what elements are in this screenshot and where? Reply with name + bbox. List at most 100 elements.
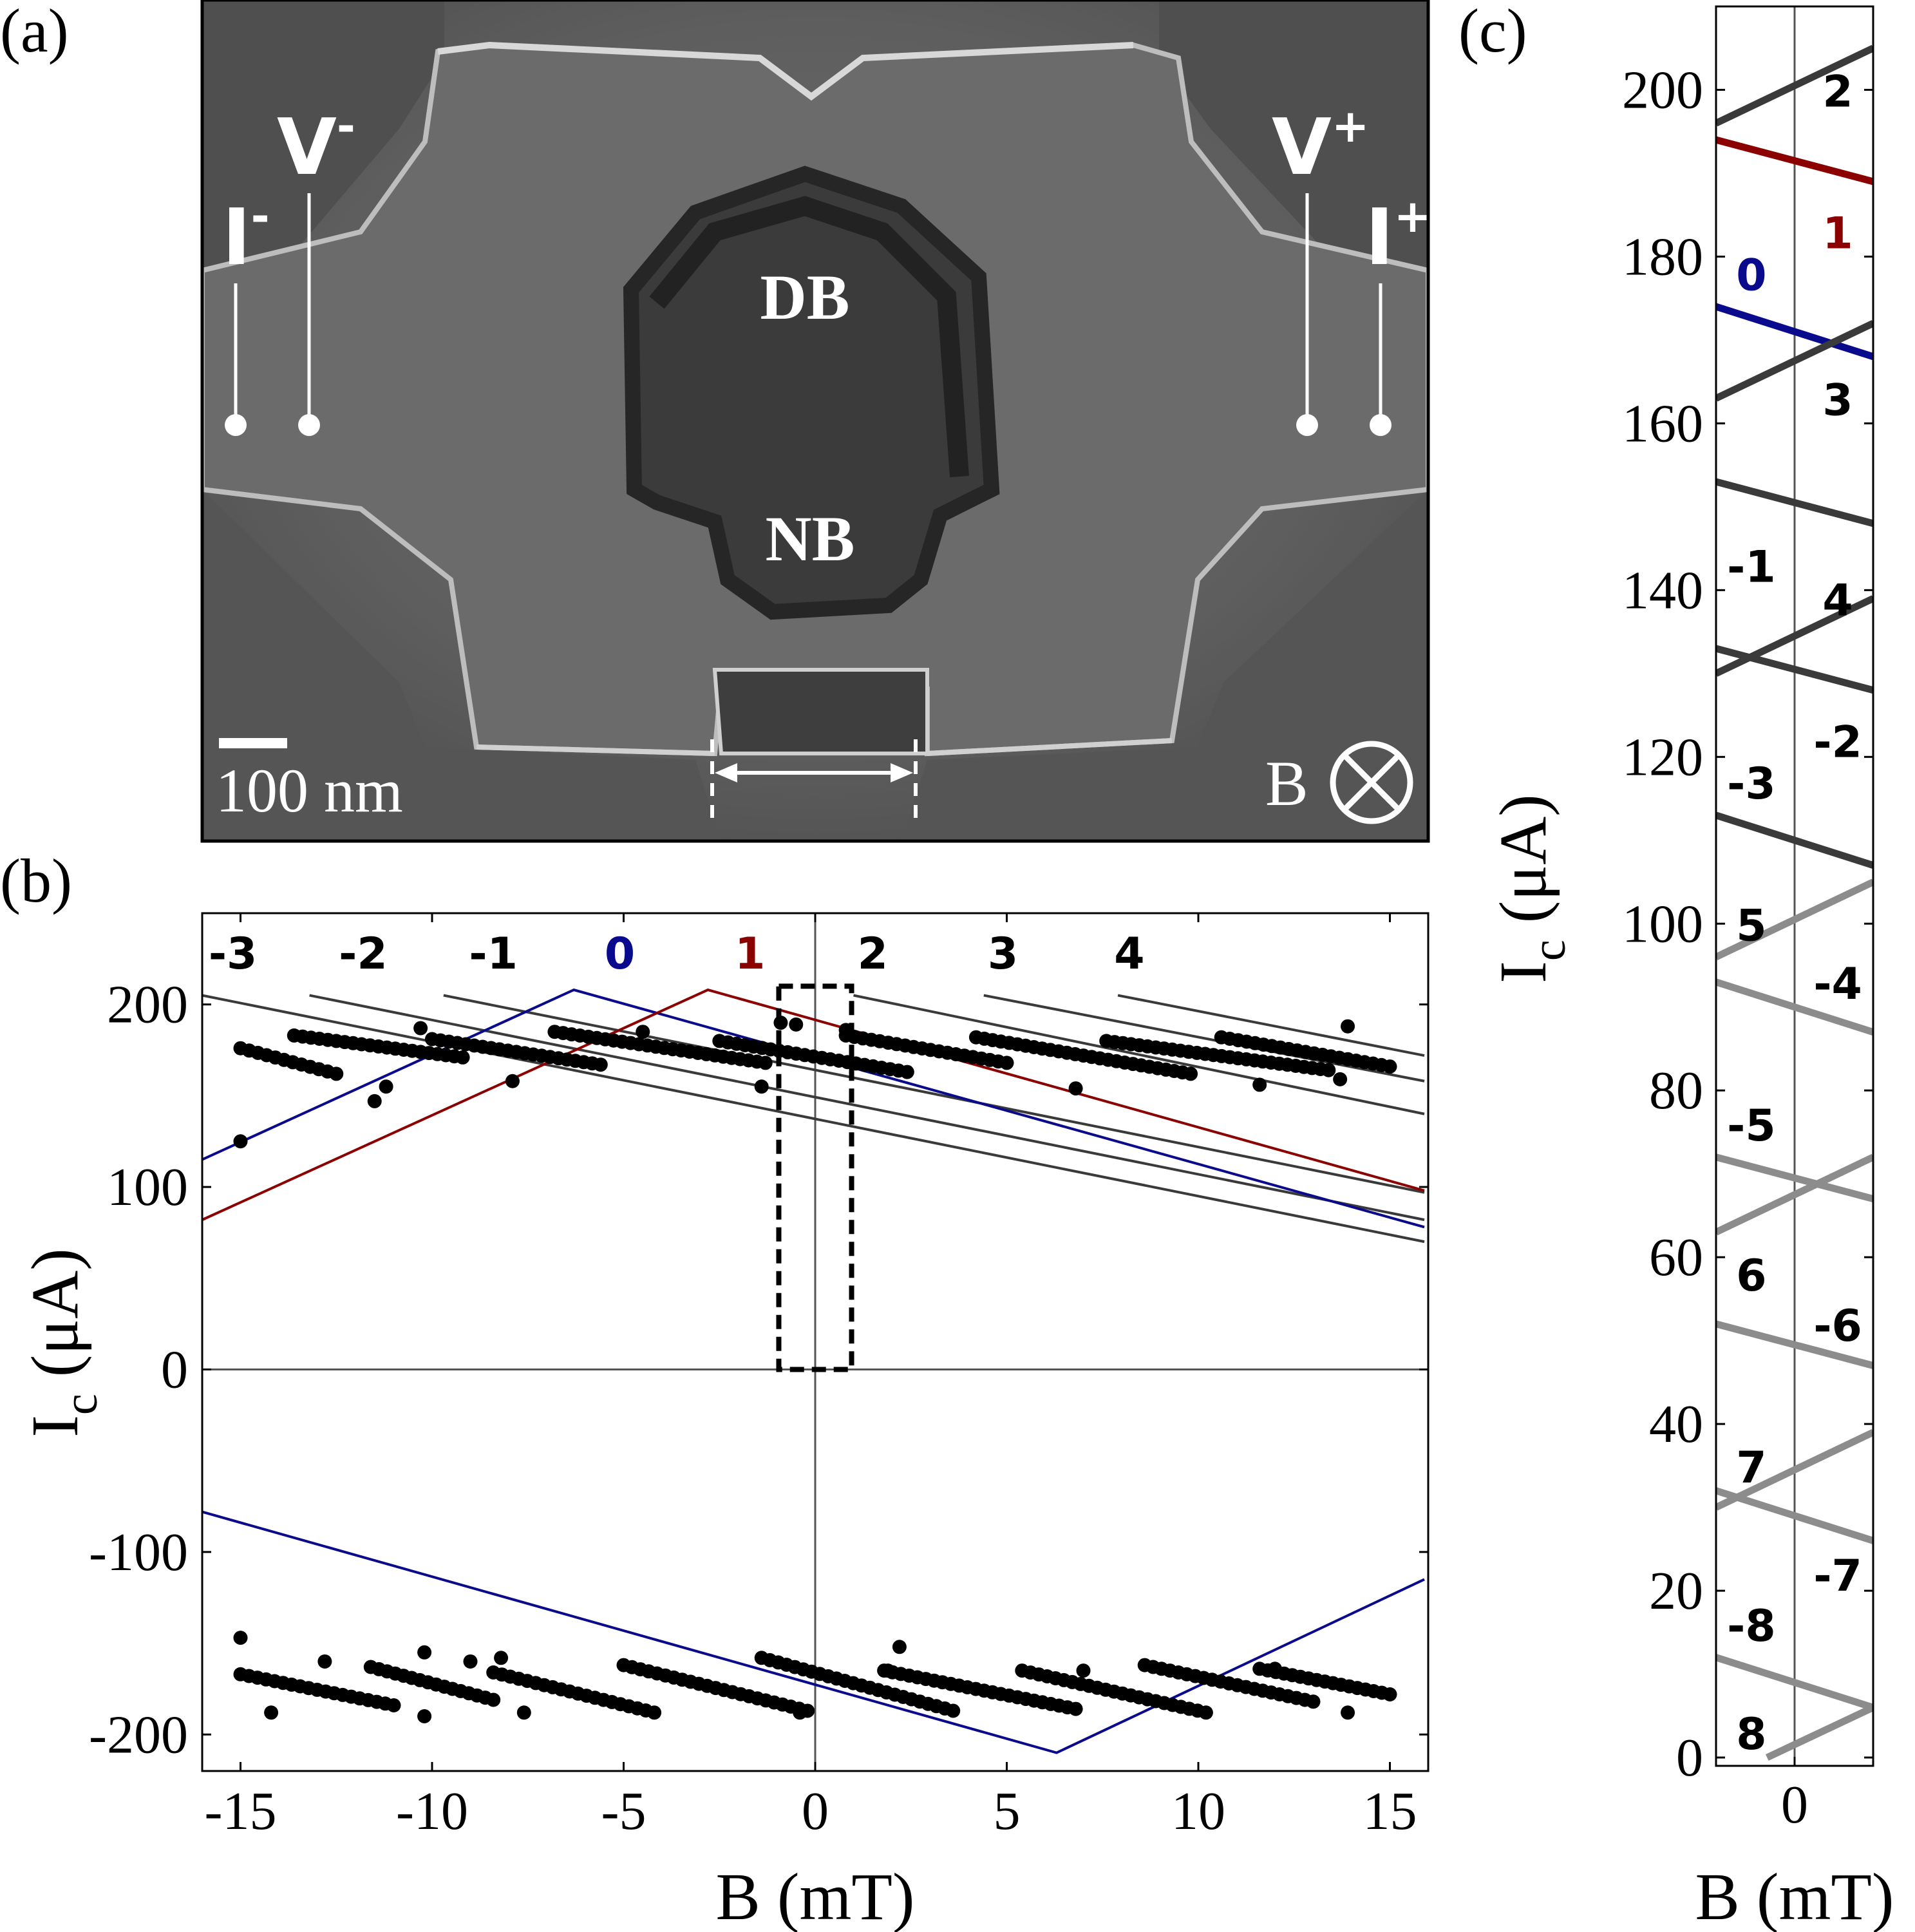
fit-line-branch-2-5 <box>853 994 1425 1115</box>
branch-label--2: -2 <box>339 929 388 980</box>
data-point-negative <box>946 1703 961 1718</box>
data-point-positive <box>233 1134 248 1149</box>
branch-label-4: 4 <box>1822 575 1853 626</box>
data-point-positive <box>379 1079 393 1094</box>
fit-line-branch--1-2 <box>443 994 1425 1194</box>
scale-bar <box>219 738 287 748</box>
branch-label-1: 1 <box>735 929 765 980</box>
data-point-negative <box>1306 1694 1321 1709</box>
data-point-negative <box>1076 1663 1091 1678</box>
data-point-negative <box>486 1692 501 1707</box>
branch-line-7 <box>1716 1429 1873 1511</box>
y-tick-label: 80 <box>1649 1061 1703 1121</box>
panel-c-label: (c) <box>1458 0 1527 65</box>
y-tick-label: 200 <box>107 975 188 1035</box>
x-tick-label: 0 <box>802 1781 829 1841</box>
y-tick-label: 200 <box>1622 60 1703 120</box>
data-point-positive <box>1184 1066 1198 1081</box>
panel-b-y-axis-label: Ic (μA) <box>18 1248 108 1437</box>
branch-line--2 <box>1716 645 1873 694</box>
branch-label-8: 8 <box>1736 1709 1766 1760</box>
zoom-region-box <box>776 983 854 1372</box>
data-point-positive <box>900 1065 914 1079</box>
branch-label-2: 2 <box>1822 66 1853 117</box>
scale-bar-label: 100 nm <box>216 756 403 825</box>
data-point-positive <box>593 1057 608 1072</box>
fit-line-branch-3-6 <box>983 994 1425 1083</box>
branch-line--4 <box>1716 978 1873 1036</box>
data-point-positive <box>1341 1019 1355 1034</box>
branch-line-8 <box>1765 1704 1873 1761</box>
data-point-negative <box>1268 1662 1282 1676</box>
branch-label--4: -4 <box>1813 959 1862 1010</box>
branch-line-4 <box>1716 595 1873 677</box>
branch-line--8 <box>1716 1654 1873 1711</box>
data-point-negative <box>881 1663 896 1678</box>
data-point-negative <box>1068 1701 1083 1716</box>
probe-wires <box>234 193 1382 425</box>
x-tick-label: 15 <box>1363 1781 1417 1841</box>
y-tick-label: 120 <box>1622 727 1703 787</box>
data-point-positive <box>455 1050 470 1065</box>
i-minus-label: I- <box>222 190 270 283</box>
panel-b-x-axis-label: B (mT) <box>715 1860 914 1932</box>
branch-label-0: 0 <box>1736 250 1766 301</box>
branch-line--5 <box>1716 1153 1873 1202</box>
data-point-negative <box>1382 1687 1397 1701</box>
data-point-negative <box>317 1654 332 1669</box>
panel-a: (a) <box>0 0 1430 843</box>
panel-b: (b) -3 -2 -1 0 1 2 3 4 -15 -10 -5 0 5 10 152001000-10… <box>0 846 1429 1932</box>
data-point-negative <box>1341 1705 1355 1720</box>
terminal-i-plus-icon <box>1370 414 1391 436</box>
data-point-negative <box>417 1645 432 1660</box>
branch-label--1: -1 <box>1727 542 1776 593</box>
branch-label-1: 1 <box>1822 209 1853 260</box>
branch-line-6 <box>1716 1153 1873 1236</box>
panel-b-frame <box>201 912 1429 1772</box>
y-tick-label: 20 <box>1649 1561 1703 1621</box>
fit-line-branch--2-1 <box>309 994 1425 1222</box>
data-point-positive <box>636 1025 650 1039</box>
y-tick-label: -100 <box>89 1522 188 1582</box>
v-plus-label: V+ <box>1272 100 1370 193</box>
branch-line-1 <box>1716 136 1873 185</box>
data-point-positive <box>329 1066 344 1081</box>
fit-line-branch-4-7 <box>1117 994 1425 1057</box>
branch-line--3 <box>1716 811 1873 869</box>
panel-c-plot-area: 2 1 0 3 -1 4 -2 -3 5 -4 -5 6 -6 7 -7 -8 8 <box>1716 6 1873 1766</box>
data-point-negative <box>233 1631 248 1645</box>
branch-label-3: 3 <box>1822 375 1853 426</box>
branch-line-0 <box>1716 303 1873 361</box>
y-tick-label: 160 <box>1622 393 1703 453</box>
branch-label--6: -6 <box>1813 1301 1862 1352</box>
data-point-negative <box>463 1654 478 1669</box>
circle-cross-icon <box>1330 741 1413 824</box>
y-tick-label: 60 <box>1649 1227 1703 1287</box>
branch-label-5: 5 <box>1736 900 1766 951</box>
data-point-positive <box>505 1074 520 1088</box>
branch-label--2: -2 <box>1813 717 1862 768</box>
x-tick-label: 0 <box>1781 1775 1808 1835</box>
branch-label--1: -1 <box>469 929 518 980</box>
y-tick-label: 180 <box>1622 227 1703 287</box>
y-tick-label: 140 <box>1622 560 1703 620</box>
db-label: DB <box>760 261 850 333</box>
data-point-negative <box>516 1705 531 1720</box>
fit-line-branch-1-4 <box>202 988 1425 1221</box>
branch-label-6: 6 <box>1736 1251 1766 1302</box>
width-arrow <box>710 739 918 818</box>
data-point-positive <box>999 1056 1014 1070</box>
branch-label--7: -7 <box>1813 1551 1862 1602</box>
data-point-positive <box>1252 1077 1267 1092</box>
branch-label-7: 7 <box>1736 1443 1766 1493</box>
y-tick-label: 0 <box>1676 1728 1703 1788</box>
data-point-negative <box>417 1709 432 1723</box>
data-point-positive <box>758 1056 773 1070</box>
branch-line-5 <box>1716 878 1873 961</box>
field-label: B <box>1265 748 1308 819</box>
x-tick-label: -10 <box>396 1781 468 1841</box>
y-tick-label: 100 <box>1622 894 1703 954</box>
terminal-v-minus-icon <box>298 414 320 436</box>
